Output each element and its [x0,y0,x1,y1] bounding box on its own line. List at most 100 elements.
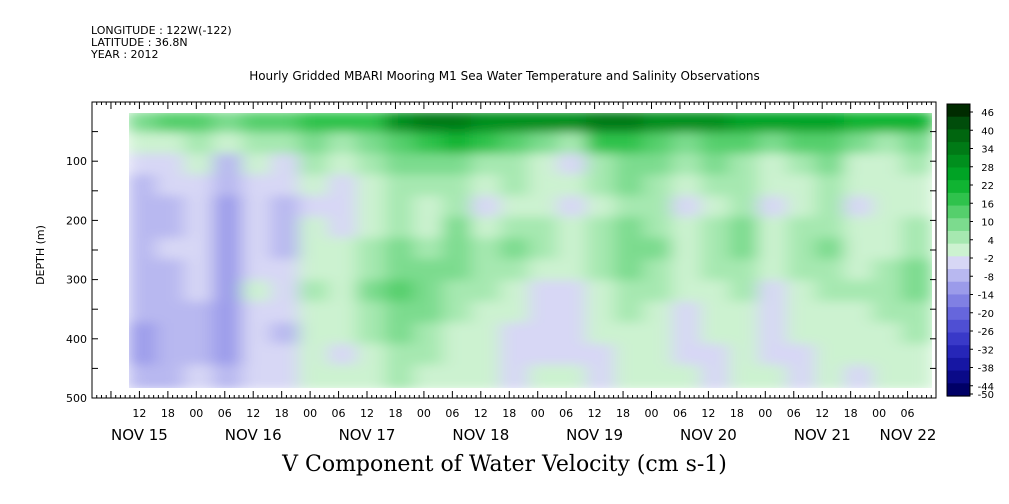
heatmap-cell [614,301,648,327]
heatmap-cell [700,364,734,388]
heatmap-cell [757,195,791,221]
heatmap-cell [213,174,246,200]
y-tick-label: 100 [66,155,87,168]
heatmap-cell [184,280,218,306]
heatmap-cell [757,113,791,137]
heatmap-cell [872,132,906,158]
colorbar: 46 40 34 28 22 16 10 4 -2 -8 -14 -20 -26 -32 -38 -44-50 [946,103,994,401]
heatmap-cell [757,343,791,369]
colorbar-label: -32 [978,345,994,356]
heatmap-cell [844,153,877,179]
heatmap-cell [786,132,820,158]
heatmap-cell [815,280,848,306]
heatmap-cell [327,259,361,285]
heatmap-cells [129,113,932,388]
heatmap-cell [270,364,304,388]
heatmap-cell [643,280,676,306]
heatmap-cell [442,322,476,348]
heatmap-cell [327,216,361,242]
heatmap-cell [155,301,189,327]
heatmap-cell [815,113,848,137]
heatmap-cell [557,280,590,306]
heatmap-cell [155,259,189,285]
heatmap-cell [129,132,160,158]
heatmap-cell [671,174,705,200]
heatmap-cell [356,237,390,264]
heatmap-cell [614,237,648,264]
x-hour-label: 12 [246,407,260,420]
heatmap-cell [385,113,418,137]
heatmap-cell [700,301,734,327]
heatmap-cell [643,132,676,158]
heatmap-cell [757,364,791,388]
colorbar-label: -50 [978,390,994,401]
heatmap-cell [155,113,189,137]
heatmap-cell [757,174,791,200]
heatmap-cell [815,343,848,369]
heatmap-cell [213,301,246,327]
colorbar-swatch [947,281,970,296]
heatmap-cell [872,237,906,264]
heatmap-cell [442,195,476,221]
heatmap-cell [471,113,504,137]
heatmap-cell [786,322,820,348]
heatmap-cell [299,259,332,285]
heatmap-cell [471,132,504,158]
heatmap-cell [614,153,648,179]
heatmap-cell [700,259,734,285]
colorbar-label: -8 [984,272,994,283]
heatmap-cell [184,195,218,221]
heatmap-cell [872,174,906,200]
heatmap-cell [786,343,820,369]
x-hour-label: 12 [701,407,715,420]
heatmap-cell [442,343,476,369]
heatmap-cell [786,216,820,242]
heatmap-cell [671,259,705,285]
heatmap-cell [270,343,304,369]
heatmap-cell [270,216,304,242]
heatmap-cell [499,237,533,264]
heatmap-cell [213,132,246,158]
heatmap-cell [815,216,848,242]
x-hour-label: 12 [815,407,829,420]
heatmap-cell [356,174,390,200]
heatmap-cell [901,364,932,388]
heatmap-cell [241,237,275,264]
heatmap-cell [700,153,734,179]
heatmap-cell [786,237,820,264]
heatmap-cell [643,113,676,137]
heatmap-cell [471,364,504,388]
heatmap-cell [757,132,791,158]
heatmap-cell [442,259,476,285]
x-day-label: NOV 15 [111,426,168,444]
heatmap-cell [413,195,447,221]
x-hour-label: 00 [531,407,545,420]
heatmap-cell [729,259,762,285]
x-hour-label: 18 [388,407,402,420]
heatmap-cell [671,301,705,327]
heatmap-cell [155,174,189,200]
heatmap-cell [213,237,246,264]
heatmap-cell [299,322,332,348]
heatmap-cell [471,301,504,327]
heatmap-cell [155,280,189,306]
y-axis-label: DEPTH (m) [34,225,47,285]
heatmap-cell [299,343,332,369]
heatmap-cell [901,322,932,348]
heatmap-cell [241,343,275,369]
heatmap-cell [413,343,447,369]
colorbar-label: 4 [988,236,994,247]
heatmap-cell [643,153,676,179]
heatmap-cell [385,343,418,369]
heatmap-cell [528,364,562,388]
heatmap-cell [327,322,361,348]
y-tick-label: 300 [66,274,87,287]
heatmap-cell [129,113,160,137]
variable-title: V Component of Water Velocity (cm s-1) [282,452,727,477]
heatmap-cell [155,237,189,264]
heatmap-cell [356,280,390,306]
heatmap-cell [901,343,932,369]
heatmap-cell [385,195,418,221]
heatmap-cell [356,343,390,369]
heatmap-cell [442,113,476,137]
